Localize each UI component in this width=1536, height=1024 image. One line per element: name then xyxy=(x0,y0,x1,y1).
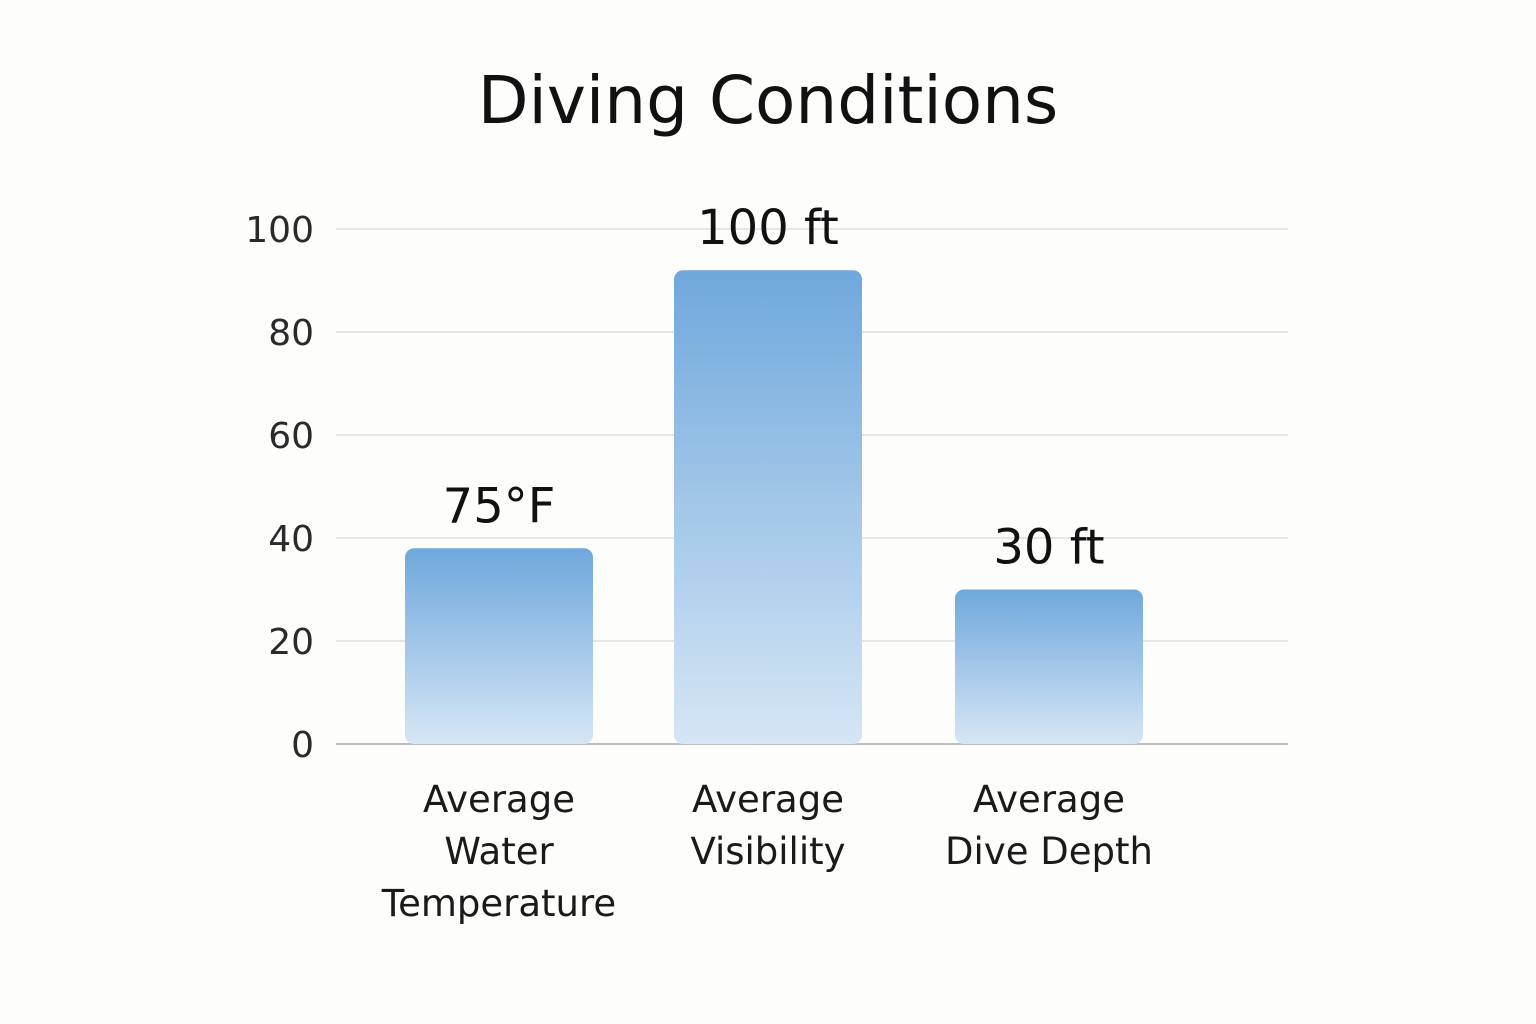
y-tick-label: 60 xyxy=(268,416,314,457)
data-label: 30 ft xyxy=(993,520,1104,576)
y-tick-label: 100 xyxy=(245,210,314,251)
y-tick-label: 40 xyxy=(268,519,314,560)
data-label: 100 ft xyxy=(697,200,839,256)
data-label: 75°F xyxy=(443,478,556,534)
x-category-label: Average xyxy=(973,778,1125,821)
y-tick-label: 0 xyxy=(291,725,314,766)
y-tick-label: 80 xyxy=(268,313,314,354)
bar xyxy=(405,548,593,744)
x-category-label: Dive Depth xyxy=(945,830,1153,873)
y-tick-label: 20 xyxy=(268,622,314,663)
x-category-label: Water xyxy=(444,830,554,873)
x-category-label: Temperature xyxy=(381,882,616,925)
bar xyxy=(955,589,1143,744)
x-category-label: Average xyxy=(692,778,844,821)
bar xyxy=(674,270,862,744)
chart-title: Diving Conditions xyxy=(477,62,1059,139)
x-category-label: Visibility xyxy=(690,830,845,873)
x-category-label: Average xyxy=(423,778,575,821)
